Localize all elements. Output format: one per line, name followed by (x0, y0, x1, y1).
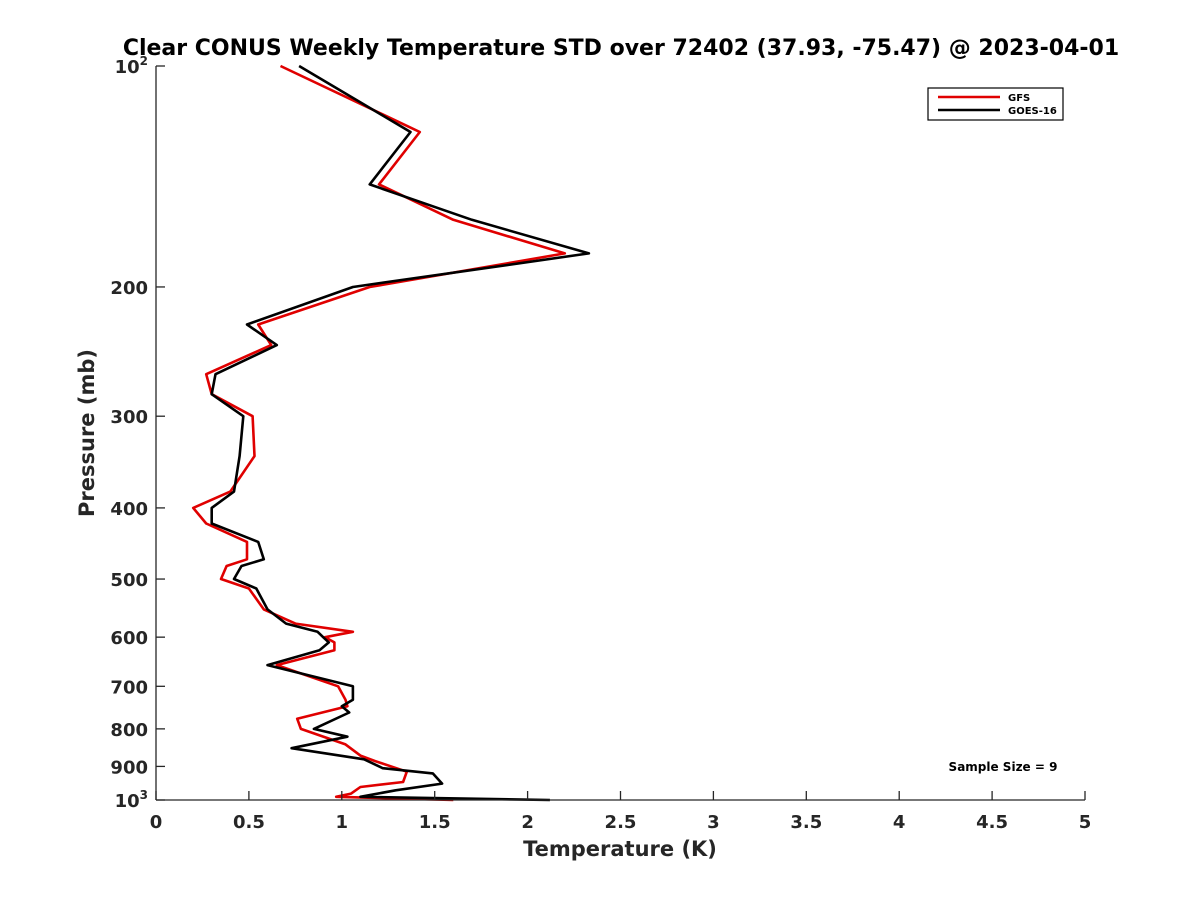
x-tick-label: 3 (707, 812, 720, 833)
series-layer (191, 64, 591, 802)
x-tick-label: 0.5 (233, 812, 265, 833)
x-axis-label: Temperature (K) (523, 837, 717, 861)
x-tick-label: 0 (150, 812, 163, 833)
legend-label-goes-16: GOES-16 (1008, 106, 1057, 117)
chart-title: Clear CONUS Weekly Temperature STD over … (123, 36, 1119, 61)
sample-size-annotation: Sample Size = 9 (949, 760, 1058, 774)
y-tick-label: 300 (110, 407, 148, 428)
x-tick-label: 5 (1079, 812, 1092, 833)
y-tick-label: 500 (110, 570, 148, 591)
y-tick-label: 200 (110, 278, 148, 299)
x-tick-label: 1 (336, 812, 349, 833)
y-tick-label: 800 (110, 720, 148, 741)
y-tick-label: 700 (110, 677, 148, 698)
series-line-gfs (191, 64, 567, 802)
axes-layer: 0 0.5 1 1.5 2 2.5 3 3.5 4 4.5 5 102 200 300 400 500 600 7… (110, 54, 1091, 833)
y-tick-label: 103 (115, 788, 148, 812)
legend: GFS GOES-16 (927, 87, 1064, 121)
y-tick-label: 102 (115, 54, 148, 78)
x-tick-label: 2 (521, 812, 534, 833)
y-axis-label: Pressure (mb) (75, 349, 99, 517)
y-tick-label: 900 (110, 757, 148, 778)
x-tick-label: 2.5 (605, 812, 637, 833)
x-tick-label: 4.5 (976, 812, 1008, 833)
x-tick-label: 3.5 (790, 812, 822, 833)
legend-box (927, 87, 1064, 121)
y-tick-label: 600 (110, 628, 148, 649)
y-tick-label: 400 (110, 499, 148, 520)
legend-label-gfs: GFS (1008, 93, 1030, 104)
series-line-goes-16 (210, 64, 591, 802)
x-tick-label: 4 (893, 812, 906, 833)
x-tick-label: 1.5 (419, 812, 451, 833)
